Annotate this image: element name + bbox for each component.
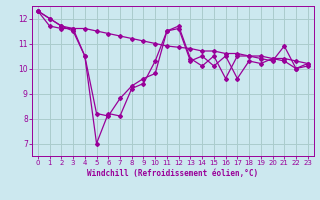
- X-axis label: Windchill (Refroidissement éolien,°C): Windchill (Refroidissement éolien,°C): [87, 169, 258, 178]
